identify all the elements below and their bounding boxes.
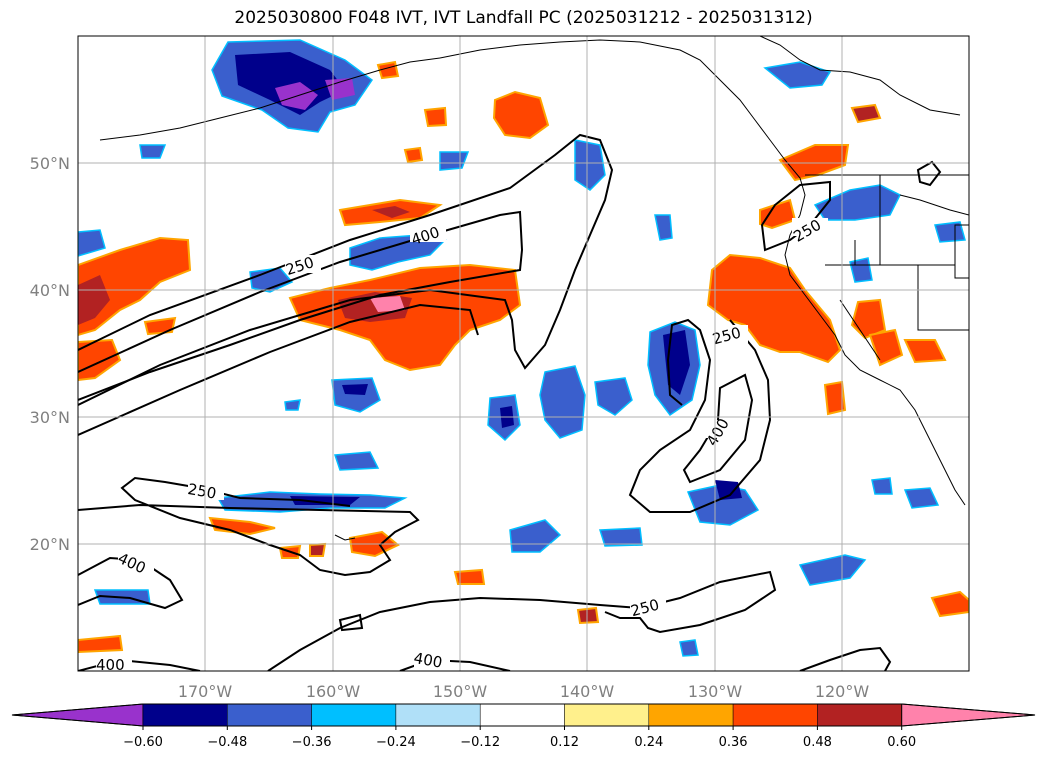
contour-small-loop-coast: [916, 160, 942, 187]
lon-label: 140°W: [560, 682, 615, 701]
negative-region-southern-band: [93, 477, 940, 657]
contour-250-subtropical: [78, 476, 420, 577]
contour-label-400: 400: [115, 549, 149, 577]
colorbar-segment: [648, 703, 734, 727]
colorbar-tick-label: 0.36: [719, 735, 748, 750]
contour-400-band-north: [78, 210, 524, 401]
colorbar-tick-label: 0.60: [887, 735, 916, 750]
map-title: 2025030800 F048 IVT, IVT Landfall PC (20…: [234, 8, 813, 28]
lon-label: 160°W: [306, 682, 361, 701]
positive-region-coast: [706, 103, 969, 618]
lon-label: 120°W: [815, 682, 870, 701]
ivt-shading: [78, 39, 969, 657]
lat-labels: 50°N 40°N 30°N 20°N: [30, 154, 70, 554]
colorbar-segment: [564, 703, 650, 727]
map-frame: [77, 35, 970, 672]
negative-region-northwest-us: [78, 61, 966, 283]
positive-region-central: [288, 198, 522, 372]
contour-label-400: 400: [412, 649, 443, 672]
positive-region-west: [78, 236, 192, 382]
colorbar-extend-min: [11, 703, 144, 727]
positive-region-north: [376, 60, 550, 164]
lat-label: 40°N: [30, 281, 70, 300]
colorbar-segment: [395, 703, 481, 727]
ivt-contours: [78, 133, 942, 671]
colorbar-tick-label: −0.12: [460, 735, 500, 750]
colorbar-segment: [479, 703, 565, 727]
contour-250-south-east: [799, 646, 892, 671]
colorbar-tick-label: 0.48: [803, 735, 832, 750]
positive-region-south: [78, 516, 600, 654]
lon-labels: 170°W 160°W 150°W 140°W 130°W 120°W: [178, 682, 870, 701]
contour-250-east: [628, 318, 772, 513]
contour-label-250: 250: [186, 480, 217, 503]
contour-250-south: [267, 570, 777, 671]
colorbar-tick-label: −0.36: [292, 735, 332, 750]
colorbar-segment: [817, 703, 902, 727]
lon-label: 170°W: [178, 682, 233, 701]
contour-label-400: 400: [96, 656, 125, 674]
contour-small-loop: [338, 613, 364, 632]
negative-region-aleutian: [211, 39, 374, 133]
lat-label: 50°N: [30, 154, 70, 173]
gridlines: [78, 36, 969, 671]
colorbar-extend-max: [901, 703, 1036, 727]
contour-250-band-south: [78, 303, 479, 436]
colorbar-tick-label: 0.24: [634, 735, 663, 750]
lat-label: 20°N: [30, 535, 70, 554]
contour-labels: 250 400 250 250 400 250 400 250 400 400: [96, 216, 828, 674]
colorbar-segment: [227, 703, 312, 727]
contour-250-band-outer-north: [78, 133, 614, 406]
colorbar-tick-label: 0.12: [550, 735, 579, 750]
colorbar-tick-label: −0.60: [123, 735, 163, 750]
colorbar-segment: [311, 703, 397, 727]
colorbar-tick-label: −0.48: [207, 735, 247, 750]
colorbar-segment: [142, 703, 228, 727]
lat-label: 30°N: [30, 408, 70, 427]
colorbar-tick-label: −0.24: [376, 735, 416, 750]
colorbar-segment: [732, 703, 818, 727]
lon-label: 130°W: [688, 682, 743, 701]
colorbar: −0.60 −0.48 −0.36 −0.24 −0.12 0.12 0.24 0.36 0.4…: [11, 703, 1036, 750]
lon-label: 150°W: [433, 682, 488, 701]
negative-region-midpacific: [249, 139, 673, 413]
